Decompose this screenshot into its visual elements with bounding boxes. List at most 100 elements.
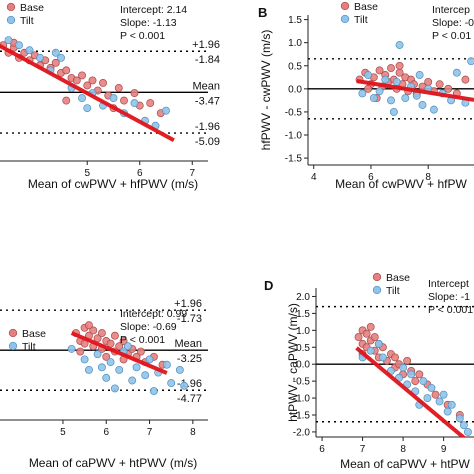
base-point — [115, 342, 124, 351]
tilt-point — [412, 91, 421, 100]
base-point — [366, 322, 375, 331]
tilt-point — [130, 99, 139, 108]
mean-label: Mean — [174, 338, 202, 350]
base-point — [444, 84, 453, 93]
x-tick-label: 6 — [137, 168, 143, 179]
x-axis-label: Mean of cwPWV + hfPWV (m/s) — [28, 177, 198, 191]
x-tick-label: 7 — [147, 427, 153, 438]
base-point — [102, 352, 111, 361]
mean-value: -3.25 — [177, 353, 202, 365]
y-tick-label: 1.0 — [288, 38, 302, 49]
base-point — [88, 76, 97, 85]
base-point — [461, 75, 470, 84]
tilt-point — [180, 381, 189, 390]
base-point — [76, 347, 85, 356]
y-tick-label: -1.5 — [293, 410, 311, 421]
data-layer — [67, 321, 189, 395]
base-point — [83, 81, 92, 90]
tilt-point — [110, 384, 119, 393]
tilt-point — [452, 68, 461, 77]
tilt-point — [132, 363, 141, 372]
base-point — [391, 353, 399, 362]
lower-limit-value: -4.77 — [177, 393, 202, 405]
stats-line: Intercept: 2.14 — [120, 4, 187, 16]
stats-line: Slope: -0.69 — [120, 321, 177, 333]
x-tick-label: 4 — [311, 172, 317, 183]
base-point — [370, 333, 379, 342]
stats-line: Intercept — [428, 278, 469, 290]
legend-base-label: Base — [20, 2, 44, 14]
y-tick-label: 1.5 — [296, 309, 310, 320]
tilt-point — [106, 358, 115, 367]
base-point — [97, 329, 106, 338]
base-point — [51, 58, 60, 67]
tilt-point — [358, 89, 367, 98]
tilt-point — [93, 350, 102, 359]
legend-tilt-marker — [6, 15, 16, 25]
tilt-point — [67, 344, 76, 353]
tilt-point — [375, 87, 384, 96]
tilt-point — [463, 427, 472, 436]
y-tick-label: -0.5 — [293, 377, 311, 388]
tilt-point — [447, 400, 456, 409]
x-axis-label: Mean of caPWV + htPWV (m/s) — [29, 456, 197, 470]
base-point — [130, 89, 139, 97]
base-point — [99, 79, 107, 87]
base-point — [120, 96, 128, 105]
legend-tilt-marker — [372, 285, 382, 295]
tilt-point — [401, 94, 410, 103]
legend-base-marker — [8, 328, 18, 338]
x-tick-label: 6 — [319, 444, 325, 455]
tilt-point — [123, 342, 132, 351]
tilt-point — [128, 376, 137, 385]
tilt-point — [167, 379, 176, 388]
regression-line — [0, 43, 175, 142]
y-tick-label: -2.0 — [293, 427, 311, 438]
tilt-point — [395, 41, 404, 49]
legend-base-label: Base — [22, 328, 46, 340]
base-point — [84, 321, 93, 330]
tilt-point — [80, 355, 89, 364]
data-layer — [355, 41, 474, 116]
tilt-point — [36, 53, 44, 62]
tilt-point — [175, 366, 184, 374]
tilt-point — [97, 363, 106, 372]
tilt-point — [378, 353, 387, 362]
y-tick-label: 0.5 — [288, 61, 302, 72]
panel-label: D — [264, 278, 273, 293]
legend-tilt-label: Tilt — [386, 285, 400, 297]
legend-base-label: Base — [354, 1, 378, 13]
stats-line: P < 0.001 — [120, 334, 165, 346]
tilt-point — [25, 46, 34, 55]
upper-limit-value: -1.84 — [195, 54, 220, 66]
tilt-point — [364, 71, 373, 79]
base-point — [110, 331, 119, 340]
regression-line — [355, 346, 467, 437]
tilt-point — [429, 105, 438, 114]
tilt-point — [374, 339, 383, 348]
mean-label: Mean — [192, 80, 220, 92]
x-tick-label: 5 — [60, 427, 66, 438]
lower-limit-label: -1.96 — [195, 121, 220, 133]
tilt-point — [78, 94, 86, 103]
tilt-point — [162, 106, 170, 115]
tilt-point — [369, 94, 378, 103]
tilt-point — [423, 394, 432, 403]
x-axis-label: Mean of caPWV + htPW — [340, 457, 470, 471]
x-tick-label: 6 — [368, 172, 374, 183]
legend-base-marker — [372, 272, 382, 282]
tilt-point — [4, 36, 13, 45]
tilt-point — [83, 104, 92, 113]
base-point — [106, 339, 115, 348]
stats-line: Slope: -1.13 — [120, 17, 177, 29]
x-tick-label: 7 — [360, 444, 366, 455]
y-tick-label: 0.5 — [296, 343, 310, 354]
x-tick-label: 8 — [400, 444, 406, 455]
legend-base-label: Base — [386, 272, 410, 284]
tilt-point — [162, 360, 171, 369]
base-point — [403, 356, 412, 365]
upper-limit-label: +1.96 — [174, 298, 202, 310]
legend-base-marker — [6, 2, 16, 12]
